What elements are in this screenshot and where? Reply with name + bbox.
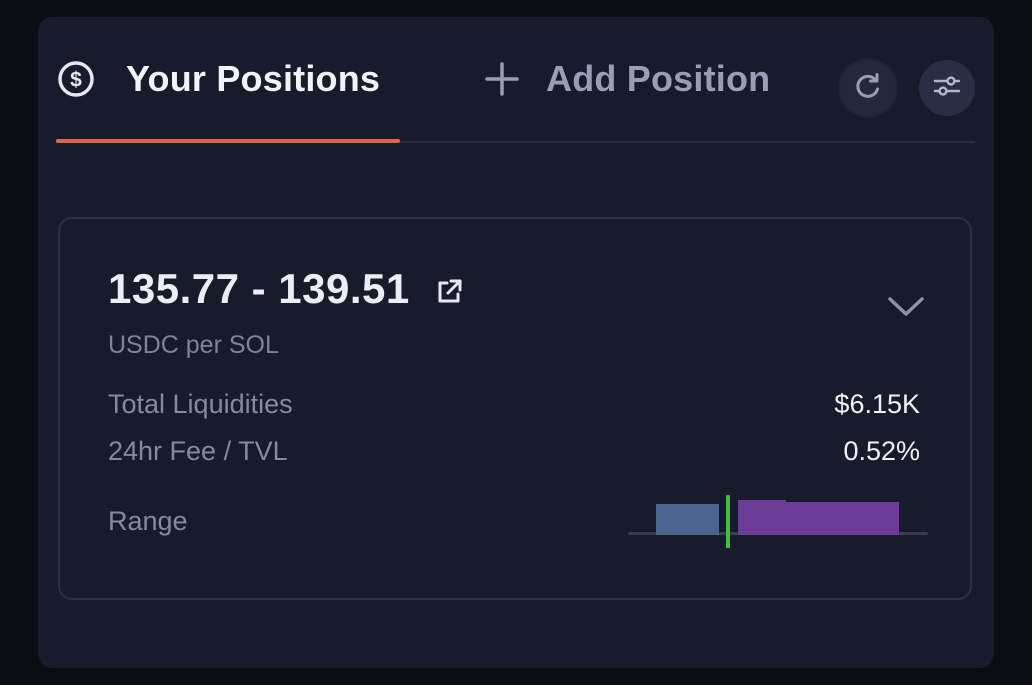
range-label: Range [108, 506, 188, 536]
tab-add-position[interactable]: Add Position [484, 17, 770, 141]
refresh-button[interactable] [840, 60, 896, 116]
settings-button[interactable] [919, 60, 975, 116]
price-range: 135.77 - 139.51 [108, 265, 410, 312]
current-price-marker [726, 495, 730, 548]
refresh-icon [853, 71, 883, 106]
plus-icon [484, 61, 520, 97]
price-unit: USDC per SOL [108, 331, 279, 359]
positions-panel: $ Your Positions Add Position [38, 17, 994, 668]
tab-your-positions-label: Your Positions [126, 58, 381, 99]
range-bar-below-current [656, 504, 719, 535]
tab-your-positions[interactable]: $ Your Positions [56, 17, 400, 143]
chevron-down-icon[interactable] [886, 294, 926, 325]
fee-tvl-label: 24hr Fee / TVL [108, 436, 288, 466]
external-link-icon[interactable] [434, 277, 464, 312]
position-card[interactable]: 135.77 - 139.51 USDC per SOL Total Liqui… [58, 217, 972, 600]
tab-add-position-label: Add Position [546, 58, 771, 99]
range-bar-above-current-step [738, 500, 786, 535]
total-liquidities-label: Total Liquidities [108, 389, 293, 419]
fee-tvl-value: 0.52% [843, 436, 920, 466]
svg-text:$: $ [70, 69, 82, 92]
sliders-icon [932, 71, 962, 106]
range-chart [628, 495, 928, 548]
total-liquidities-value: $6.15K [834, 389, 920, 419]
dollar-circle-icon: $ [56, 59, 96, 99]
tab-bar: $ Your Positions Add Position [56, 17, 975, 143]
